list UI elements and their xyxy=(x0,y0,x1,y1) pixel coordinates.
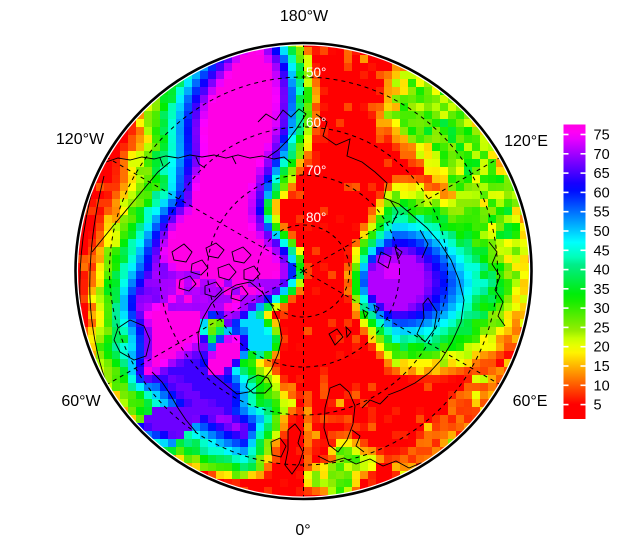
svg-text:180°W: 180°W xyxy=(280,8,329,25)
svg-text:60°E: 60°E xyxy=(513,393,548,410)
svg-text:50: 50 xyxy=(594,224,610,240)
svg-text:120°W: 120°W xyxy=(56,131,105,148)
svg-text:60°: 60° xyxy=(306,115,326,130)
svg-text:0°: 0° xyxy=(295,522,310,539)
svg-text:65: 65 xyxy=(594,166,610,182)
svg-text:35: 35 xyxy=(594,282,610,298)
svg-text:80°: 80° xyxy=(306,210,326,225)
svg-text:70°: 70° xyxy=(306,163,326,178)
svg-text:10: 10 xyxy=(594,378,610,394)
svg-text:55: 55 xyxy=(594,205,610,221)
svg-text:60°W: 60°W xyxy=(61,393,101,410)
svg-text:25: 25 xyxy=(594,320,610,336)
svg-text:120°E: 120°E xyxy=(504,133,548,150)
svg-text:15: 15 xyxy=(594,359,610,375)
svg-text:30: 30 xyxy=(594,301,610,317)
svg-text:20: 20 xyxy=(594,340,610,356)
svg-text:75: 75 xyxy=(594,128,610,144)
svg-text:70: 70 xyxy=(594,147,610,163)
svg-text:60: 60 xyxy=(594,185,610,201)
svg-text:40: 40 xyxy=(594,263,610,279)
svg-text:5: 5 xyxy=(594,398,602,414)
svg-text:50°: 50° xyxy=(306,65,326,80)
svg-text:45: 45 xyxy=(594,243,610,259)
